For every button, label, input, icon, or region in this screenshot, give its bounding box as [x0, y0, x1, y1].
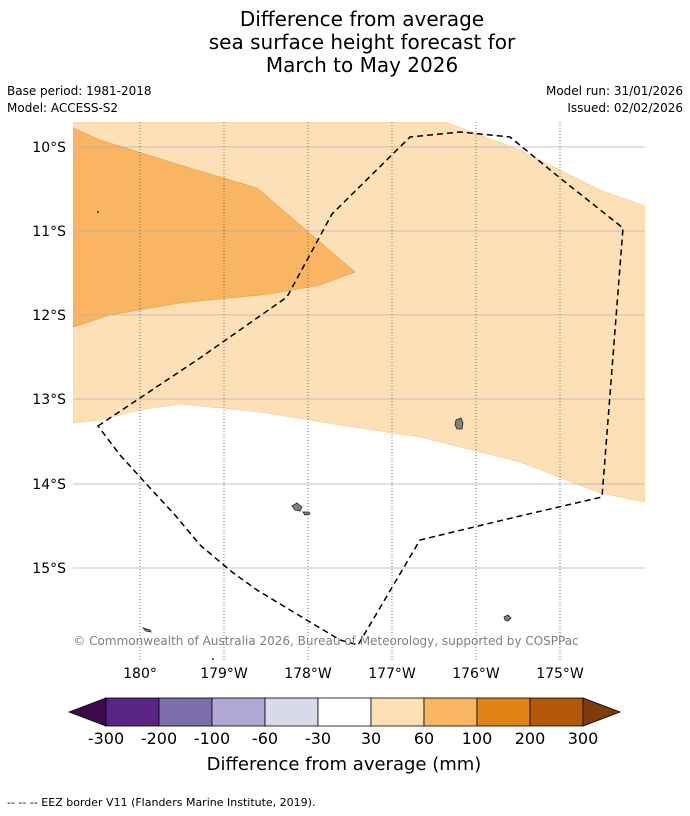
land-masses	[97, 211, 512, 660]
model-name: Model: ACCESS-S2	[7, 101, 119, 115]
colorbar-tick-label: 100	[462, 729, 493, 748]
colorbar-segment	[370, 697, 425, 727]
colorbar-tick-label: -300	[88, 729, 124, 748]
longitude-label: 180°	[123, 666, 157, 682]
latitude-label: 13°S	[32, 392, 66, 408]
longitude-label: 175°W	[536, 666, 584, 682]
colorbar-segment	[476, 697, 531, 727]
colorbar-tick-label: -100	[194, 729, 230, 748]
copyright-credit: © Commonwealth of Australia 2026, Bureau…	[73, 634, 578, 648]
colorbar-tick-label: 30	[361, 729, 381, 748]
title-line-3: March to May 2026	[265, 53, 459, 77]
forecast-map: © Commonwealth of Australia 2026, Bureau…	[32, 122, 645, 775]
latitude-label: 14°S	[32, 477, 66, 493]
colorbar-segment	[529, 697, 584, 727]
title-line-1: Difference from average	[239, 7, 485, 31]
longitude-label: 179°W	[200, 666, 248, 682]
longitude-label: 176°W	[452, 666, 500, 682]
colorbar-tick-label: 60	[414, 729, 434, 748]
island-futuna	[291, 502, 303, 512]
chart-title: Difference from average sea surface heig…	[0, 8, 690, 77]
issued-date: Issued: 02/02/2026	[567, 101, 683, 115]
latitude-label: 15°S	[32, 561, 66, 577]
meta-left: Base period: 1981-2018 Model: ACCESS-S2	[7, 83, 152, 117]
colorbar-tick-label: -200	[141, 729, 177, 748]
island-alofi	[302, 511, 311, 516]
base-period: Base period: 1981-2018	[7, 84, 152, 98]
longitude-labels: 180° 179°W 178°W 177°W 176°W 175°W	[123, 666, 584, 682]
colorbar: -300 -200 -100 -60 -30 30 60 100 200 300	[67, 697, 622, 748]
latitude-label: 10°S	[32, 140, 66, 156]
colorbar-extend-high	[582, 697, 622, 727]
colorbar-tick-label: -60	[252, 729, 278, 748]
island-south-west	[141, 627, 152, 633]
colorbar-segment	[105, 697, 160, 727]
colorbar-tick-label: 300	[568, 729, 599, 748]
map-plot-area: © Commonwealth of Australia 2026, Bureau…	[73, 122, 645, 660]
islet-marker-south	[212, 658, 214, 660]
island-wallis	[454, 417, 464, 430]
colorbar-segment	[423, 697, 478, 727]
latitude-labels: 10°S 11°S 12°S 13°S 14°S 15°S	[32, 140, 66, 577]
latitude-label: 12°S	[32, 308, 66, 324]
latitude-gridlines	[73, 146, 645, 569]
colorbar-segment	[211, 697, 266, 727]
eez-footnote: -- -- -- EEZ border V11 (Flanders Marine…	[7, 796, 316, 809]
colorbar-title: Difference from average (mm)	[207, 754, 482, 775]
latitude-label: 11°S	[32, 224, 66, 240]
model-run: Model run: 31/01/2026	[545, 84, 683, 98]
island-south-east	[503, 614, 512, 622]
eez-border	[96, 131, 624, 646]
colorbar-segment	[158, 697, 213, 727]
longitude-label: 177°W	[368, 666, 416, 682]
islet-marker	[97, 211, 99, 213]
colorbar-tick-label: 200	[515, 729, 546, 748]
longitude-label: 178°W	[284, 666, 332, 682]
title-line-2: sea surface height forecast for	[208, 30, 516, 54]
meta-right: Model run: 31/01/2026 Issued: 02/02/2026	[546, 83, 683, 117]
colorbar-tick-label: -30	[305, 729, 331, 748]
colorbar-extend-low	[67, 697, 107, 727]
colorbar-segment	[317, 697, 372, 727]
colorbar-segment	[264, 697, 319, 727]
